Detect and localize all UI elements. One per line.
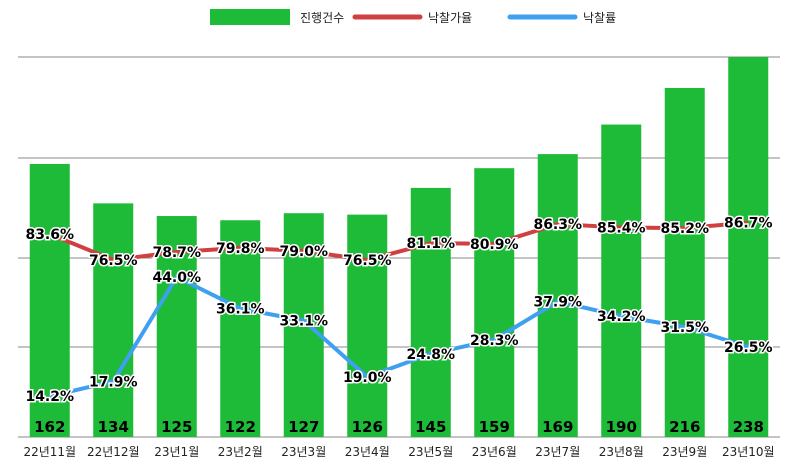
winning-bid-rate-label: 86.3% bbox=[533, 217, 582, 233]
bar bbox=[220, 220, 261, 437]
bar bbox=[93, 203, 134, 437]
x-tick-label: 23년8월 bbox=[599, 445, 644, 459]
x-tick-label: 23년7월 bbox=[535, 445, 580, 459]
x-tick-label: 23년6월 bbox=[472, 445, 517, 459]
winning-bid-rate-label: 79.8% bbox=[216, 241, 265, 257]
x-tick-label: 23년1월 bbox=[154, 445, 199, 459]
bar bbox=[601, 124, 642, 438]
bar bbox=[410, 187, 451, 437]
bar-value-label: 125 bbox=[161, 418, 192, 436]
legend-bar-swatch bbox=[210, 9, 290, 25]
winning-bid-rate-label: 79.0% bbox=[279, 244, 328, 260]
sale-rate-label: 14.2% bbox=[25, 389, 74, 405]
bar bbox=[537, 154, 578, 437]
sale-rate-line bbox=[49, 275, 749, 399]
sale-rate-label: 28.3% bbox=[470, 333, 519, 349]
winning-bid-rate-label: 81.1% bbox=[406, 236, 455, 252]
winning-bid-rate-line bbox=[48, 220, 749, 263]
bar-value-label: 169 bbox=[542, 418, 573, 436]
legend-label: 낙찰률 bbox=[583, 11, 616, 25]
sale-rate-label: 26.5% bbox=[724, 340, 773, 356]
sale-rate-label: 36.1% bbox=[216, 302, 265, 318]
bar-value-label: 162 bbox=[34, 418, 65, 436]
bar-value-label: 122 bbox=[225, 418, 256, 436]
bar-value-label: 159 bbox=[479, 418, 510, 436]
sale-rate-label: 37.9% bbox=[533, 294, 582, 310]
bar-value-label: 216 bbox=[669, 418, 700, 436]
bar-value-label: 126 bbox=[352, 418, 383, 436]
sale-rate-label: 17.9% bbox=[89, 374, 138, 390]
x-tick-label: 22년11월 bbox=[23, 445, 76, 459]
winning-bid-rate-label: 76.5% bbox=[89, 253, 138, 269]
sale-rate-label: 34.2% bbox=[597, 309, 646, 325]
bar bbox=[728, 57, 769, 437]
winning-bid-rate-label: 80.9% bbox=[470, 237, 519, 253]
winning-bid-rate-label: 85.4% bbox=[597, 220, 646, 236]
sale-rate-label: 44.0% bbox=[152, 270, 201, 286]
sale-rate-label: 24.8% bbox=[406, 347, 455, 363]
winning-bid-rate-label: 85.2% bbox=[660, 221, 709, 237]
legend-label: 낙찰가율 bbox=[428, 11, 472, 25]
bar bbox=[664, 87, 705, 438]
x-tick-label: 23년3월 bbox=[281, 445, 326, 459]
bar bbox=[474, 168, 515, 437]
x-tick-label: 23년2월 bbox=[218, 445, 263, 459]
x-tick-label: 23년9월 bbox=[662, 445, 707, 459]
x-tick-label: 22년12월 bbox=[87, 445, 140, 459]
x-tick-label: 23년4월 bbox=[345, 445, 390, 459]
bar bbox=[347, 214, 388, 437]
bar-value-label: 134 bbox=[98, 418, 129, 436]
bar-value-label: 238 bbox=[733, 418, 764, 436]
winning-bid-rate-label: 83.6% bbox=[25, 227, 74, 243]
legend-label: 진행건수 bbox=[300, 10, 344, 25]
sale-rate-label: 31.5% bbox=[660, 320, 709, 336]
bar-value-label: 127 bbox=[288, 418, 319, 436]
sale-rate-label: 19.0% bbox=[343, 370, 392, 386]
bar-value-label: 190 bbox=[606, 418, 637, 436]
winning-bid-rate-label: 78.7% bbox=[152, 245, 201, 261]
winning-bid-rate-label: 76.5% bbox=[343, 253, 392, 269]
bar-value-label: 145 bbox=[415, 418, 446, 436]
x-tick-label: 23년5월 bbox=[408, 445, 453, 459]
winning-bid-rate-label: 86.7% bbox=[724, 216, 773, 232]
x-tick-label: 23년10월 bbox=[722, 445, 775, 459]
sale-rate-label: 33.1% bbox=[279, 314, 328, 330]
